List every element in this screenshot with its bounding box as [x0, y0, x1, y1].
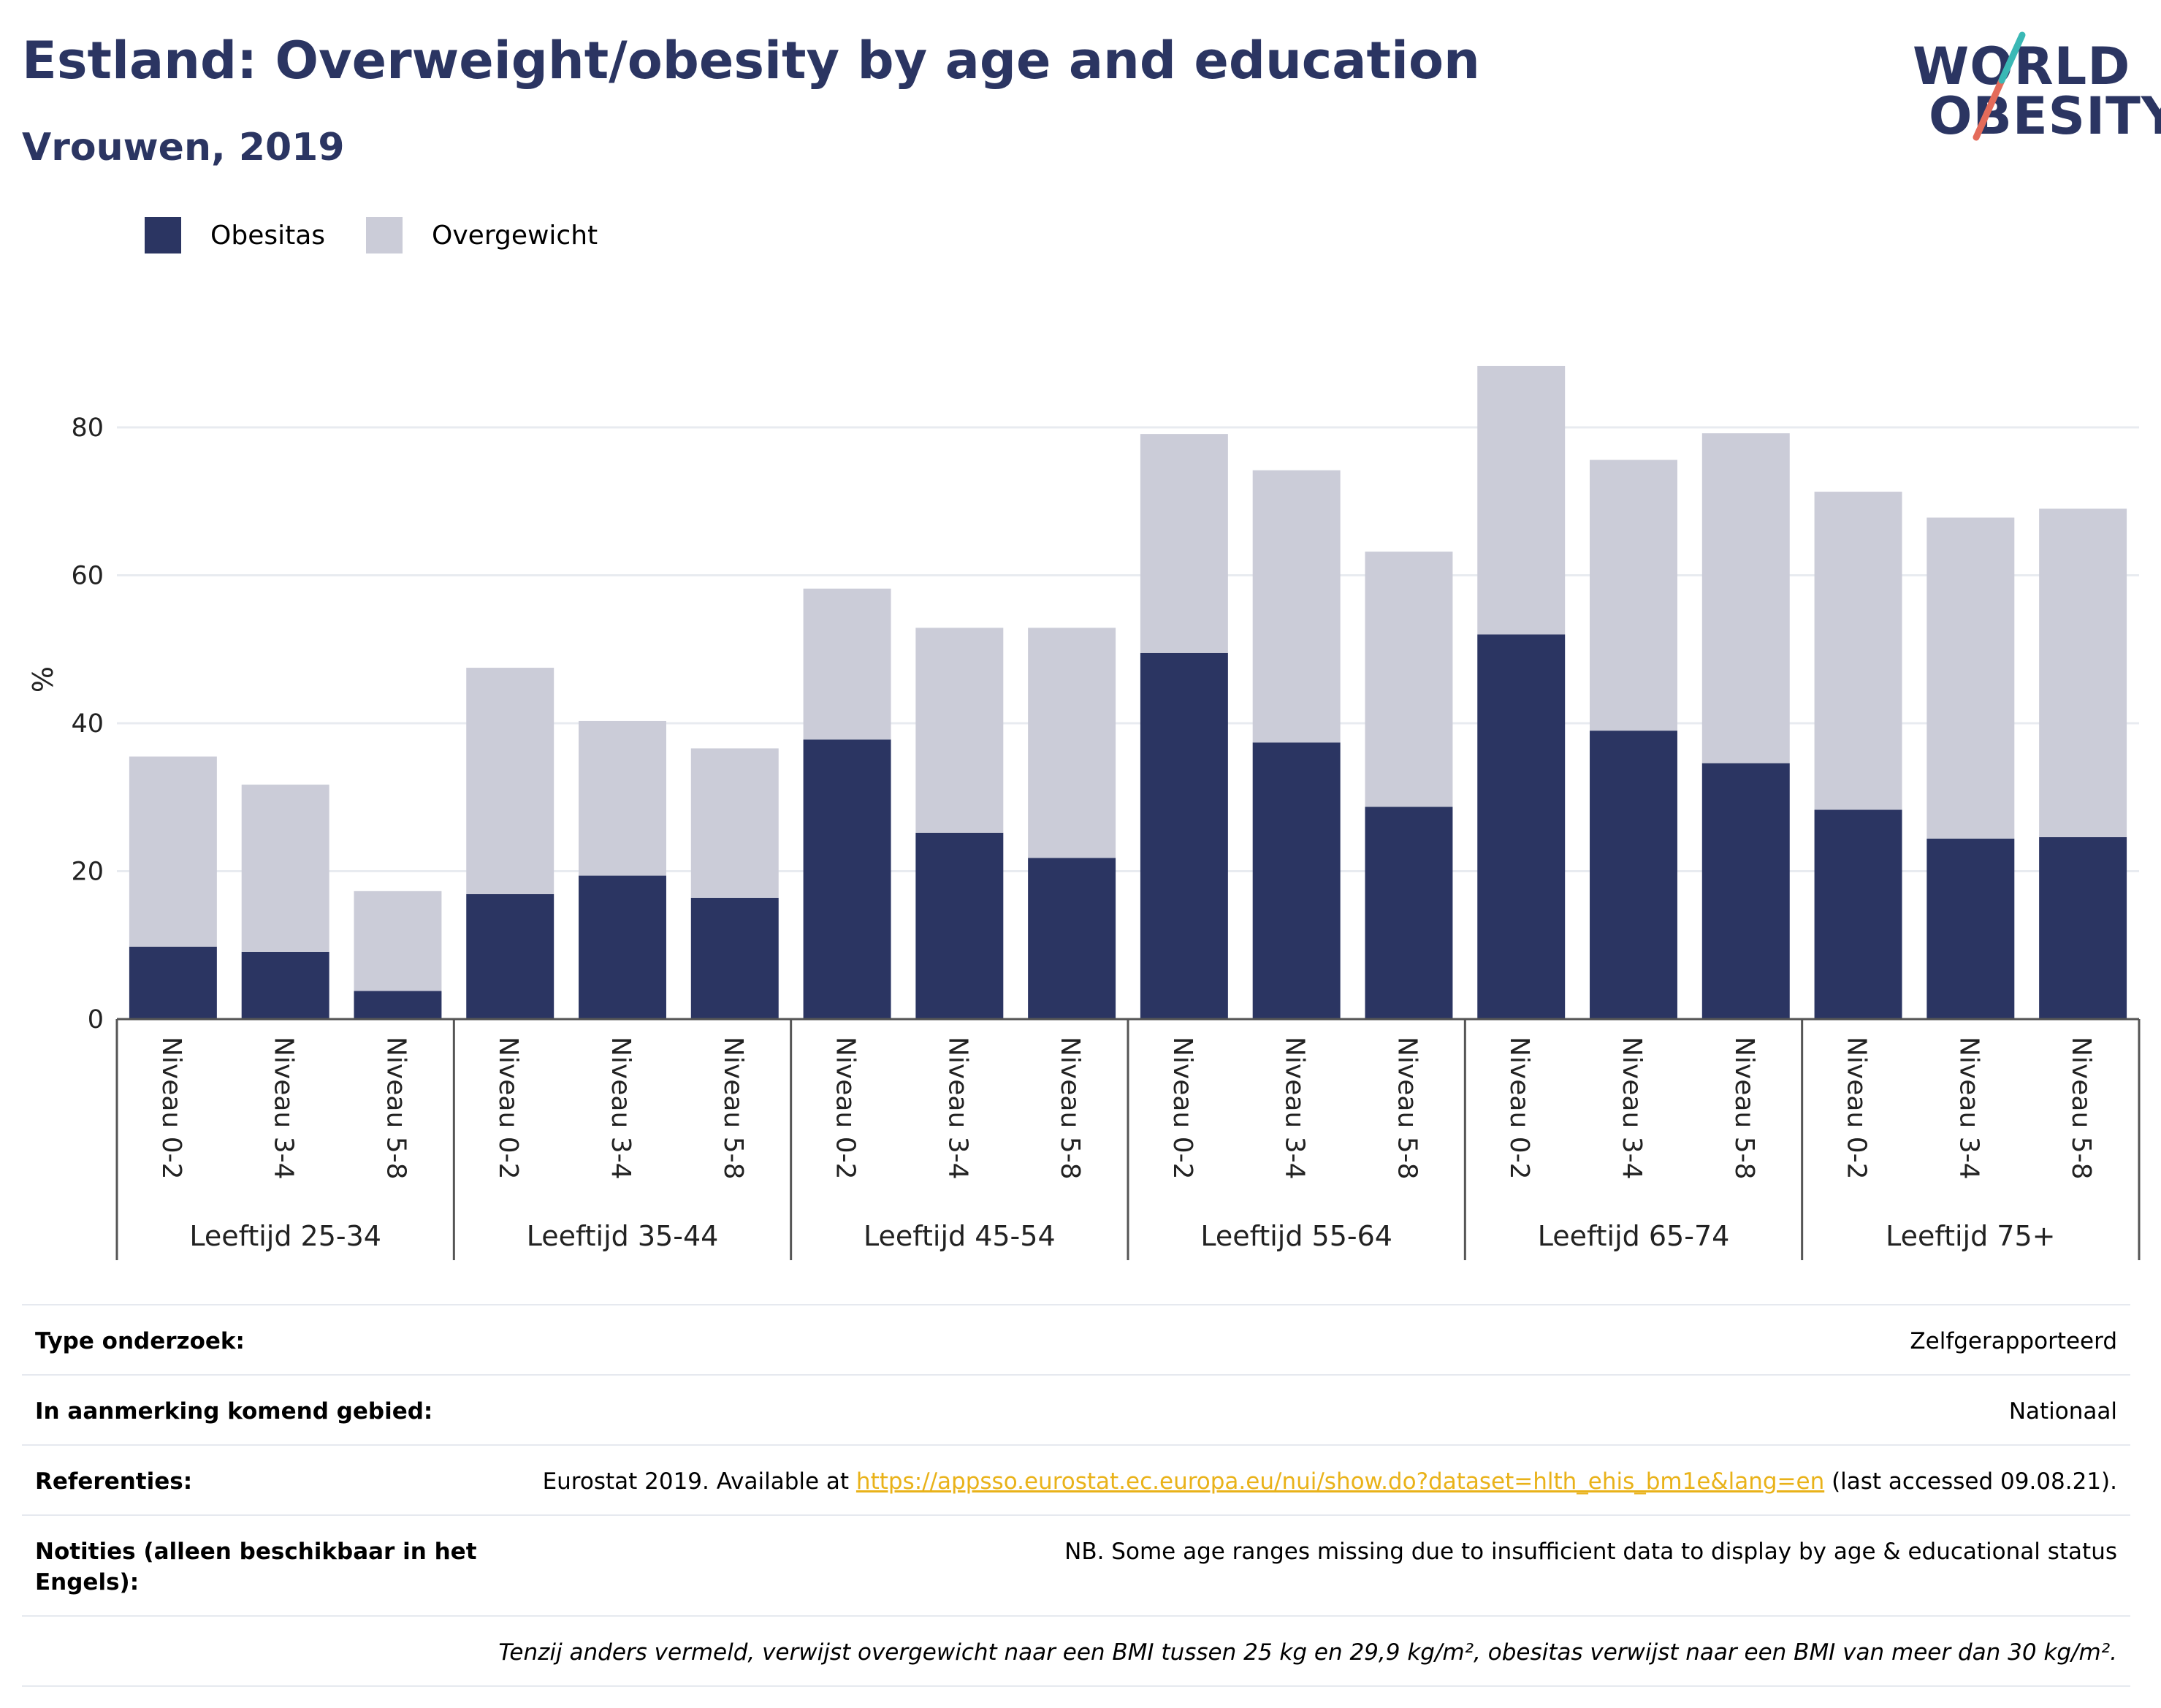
- y-tick-label: 20: [71, 858, 104, 887]
- bar-overgewicht: [1590, 460, 1677, 731]
- info-value: NB. Some age ranges missing due to insuf…: [1064, 1539, 2117, 1565]
- x-tick-label: Niveau 5-8: [718, 1037, 748, 1180]
- y-axis-label: %: [27, 666, 59, 693]
- reference-prefix: Eurostat 2019. Available at: [542, 1468, 856, 1495]
- bmi-definition-note: Tenzij anders vermeld, verwijst overgewi…: [22, 1615, 2130, 1687]
- chart-legend: Obesitas Overgewicht: [145, 216, 639, 254]
- x-tick-label: Niveau 3-4: [606, 1037, 636, 1180]
- y-tick-label: 40: [71, 709, 104, 739]
- bar-obesitas: [129, 946, 217, 1019]
- bar-obesitas: [1814, 809, 1902, 1019]
- bar-overgewicht: [129, 756, 217, 947]
- x-tick-label: Niveau 0-2: [1842, 1037, 1872, 1180]
- x-tick-label: Niveau 0-2: [493, 1037, 523, 1180]
- reference-link[interactable]: https://appsso.eurostat.ec.europa.eu/nui…: [855, 1468, 1825, 1495]
- page-title: Estland: Overweight/obesity by age and e…: [22, 31, 1480, 91]
- bar-overgewicht: [1477, 365, 1566, 635]
- bar-overgewicht: [915, 628, 1004, 833]
- world-obesity-logo: WORLD OBESITY: [1907, 29, 2161, 153]
- x-tick-label: Niveau 5-8: [381, 1037, 411, 1180]
- y-tick-label: 60: [71, 562, 104, 591]
- x-tick-label: Niveau 0-2: [1167, 1037, 1197, 1180]
- x-tick-label: Niveau 0-2: [156, 1037, 186, 1180]
- info-row-notes: Notities (alleen beschikbaar in het Enge…: [22, 1514, 2130, 1615]
- y-tick-label: 0: [88, 1005, 104, 1034]
- info-table: Type onderzoek: Zelfgerapporteerd In aan…: [22, 1304, 2130, 1687]
- info-value: Zelfgerapporteerd: [1910, 1328, 2117, 1354]
- bar-overgewicht: [1252, 470, 1341, 743]
- bar-obesitas: [1028, 858, 1116, 1019]
- bar-overgewicht: [1140, 434, 1228, 653]
- group-label: Leeftijd 55-64: [1200, 1220, 1392, 1252]
- legend-item-overgewicht: Overgewicht: [366, 217, 598, 253]
- info-key: Type onderzoek:: [35, 1328, 245, 1354]
- bar-obesitas: [803, 739, 891, 1019]
- info-value: Nationaal: [2008, 1398, 2117, 1425]
- bar-overgewicht: [2039, 508, 2127, 837]
- info-row-references: Referenties: Eurostat 2019. Available at…: [22, 1444, 2130, 1514]
- x-tick-label: Niveau 5-8: [1392, 1037, 1422, 1180]
- bar-obesitas: [915, 832, 1004, 1019]
- logo-slash-icon: [1973, 31, 2026, 141]
- x-tick-label: Niveau 5-8: [1055, 1037, 1085, 1180]
- bar-overgewicht: [1926, 517, 2015, 839]
- x-tick-label: Niveau 5-8: [1729, 1037, 1759, 1180]
- bar-overgewicht: [1028, 628, 1116, 858]
- logo-line-1: WORLD: [1913, 37, 2131, 96]
- info-row-area: In aanmerking komend gebied: Nationaal: [22, 1374, 2130, 1444]
- bar-obesitas: [1701, 763, 1790, 1019]
- x-tick-label: Niveau 3-4: [1280, 1037, 1310, 1180]
- bar-obesitas: [579, 875, 666, 1019]
- bar-overgewicht: [466, 668, 554, 894]
- bar-overgewicht: [354, 891, 442, 991]
- page-subtitle: Vrouwen, 2019: [22, 126, 345, 169]
- reference-suffix: (last accessed 09.08.21).: [1824, 1468, 2117, 1495]
- bar-obesitas: [1477, 634, 1566, 1019]
- x-tick-label: Niveau 3-4: [1617, 1037, 1647, 1180]
- bar-obesitas: [1590, 731, 1677, 1019]
- bar-overgewicht: [803, 588, 891, 740]
- info-value: Eurostat 2019. Available at https://apps…: [503, 1466, 2117, 1497]
- info-row-type: Type onderzoek: Zelfgerapporteerd: [22, 1304, 2130, 1374]
- x-tick-label: Niveau 3-4: [1954, 1037, 1983, 1180]
- legend-label-overgewicht: Overgewicht: [432, 220, 598, 251]
- legend-swatch-overgewicht: [366, 217, 403, 253]
- group-label: Leeftijd 45-54: [864, 1220, 1056, 1252]
- bar-overgewicht: [1701, 433, 1790, 763]
- bar-obesitas: [241, 951, 329, 1019]
- bar-obesitas: [1252, 742, 1341, 1019]
- group-label: Leeftijd 75+: [1886, 1220, 2055, 1252]
- bar-obesitas: [1140, 652, 1228, 1019]
- x-tick-label: Niveau 3-4: [942, 1037, 972, 1180]
- bar-obesitas: [690, 897, 779, 1019]
- group-label: Leeftijd 35-44: [527, 1220, 719, 1252]
- info-key: Referenties:: [35, 1468, 193, 1495]
- bar-overgewicht: [579, 720, 666, 876]
- info-key: Notities (alleen beschikbaar in het Enge…: [35, 1539, 477, 1595]
- group-label: Leeftijd 25-34: [189, 1220, 381, 1252]
- bar-overgewicht: [241, 785, 329, 952]
- x-tick-label: Niveau 3-4: [269, 1037, 299, 1180]
- bar-obesitas: [2039, 836, 2127, 1019]
- bar-overgewicht: [1365, 552, 1453, 807]
- bar-obesitas: [1365, 807, 1453, 1019]
- bar-obesitas: [354, 991, 442, 1019]
- x-tick-label: Niveau 0-2: [1504, 1037, 1534, 1180]
- bar-obesitas: [466, 893, 554, 1019]
- group-label: Leeftijd 65-74: [1538, 1220, 1730, 1252]
- info-key: In aanmerking komend gebied:: [35, 1398, 433, 1425]
- legend-item-obesitas: Obesitas: [145, 217, 325, 253]
- bar-overgewicht: [1814, 492, 1902, 810]
- legend-swatch-obesitas: [145, 217, 181, 253]
- legend-label-obesitas: Obesitas: [210, 220, 326, 251]
- stacked-bar-chart: 0 20 40 60 80% Niveau 0-2 Niveau 3-4 Niveau 5-8…: [27, 365, 2141, 1260]
- logo-line-2: OBESITY: [1929, 86, 2161, 146]
- bar-obesitas: [1926, 838, 2015, 1019]
- y-tick-label: 80: [71, 413, 104, 443]
- x-tick-label: Niveau 0-2: [831, 1037, 861, 1180]
- bar-overgewicht: [690, 748, 779, 898]
- x-tick-label: Niveau 5-8: [2066, 1037, 2096, 1180]
